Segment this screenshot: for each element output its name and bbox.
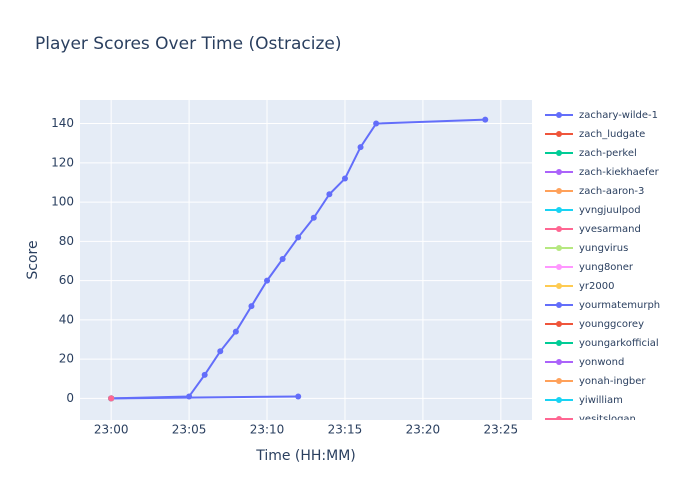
y-tick-label: 100 <box>51 195 74 209</box>
legend-label[interactable]: zachary-wilde-1 <box>579 110 658 121</box>
data-point <box>279 256 286 263</box>
x-axis-label: Time (HH:MM) <box>255 448 356 464</box>
legend-label[interactable]: yr2000 <box>579 281 614 292</box>
legend-label[interactable]: yiwilliam <box>579 395 623 406</box>
x-tick-label: 23:05 <box>172 423 207 437</box>
y-tick-label: 60 <box>59 273 74 287</box>
legend-label[interactable]: zach-kiekhaefer <box>579 167 660 178</box>
data-point <box>201 371 208 378</box>
data-point <box>310 214 317 221</box>
legend-marker[interactable] <box>556 188 562 194</box>
data-point <box>108 395 115 402</box>
legend-label[interactable]: zach-aaron-3 <box>579 186 644 197</box>
legend-label[interactable]: yung8oner <box>579 262 634 273</box>
data-point <box>295 393 302 400</box>
y-axis-label: Score <box>25 240 41 279</box>
legend-marker[interactable] <box>556 321 562 327</box>
legend-marker[interactable] <box>556 226 562 232</box>
legend-label[interactable]: yonwond <box>579 357 624 368</box>
legend-label[interactable]: yesitslogan <box>579 414 636 425</box>
legend-marker[interactable] <box>556 302 562 308</box>
data-point <box>295 234 302 241</box>
x-tick-label: 23:25 <box>484 423 519 437</box>
legend-label[interactable]: yourmatemurph <box>579 300 660 311</box>
legend-label[interactable]: yvesarmand <box>579 224 641 235</box>
plot-area <box>80 100 532 420</box>
data-point <box>264 277 271 284</box>
data-point <box>248 303 255 310</box>
legend-marker[interactable] <box>556 416 562 422</box>
data-point <box>341 175 348 182</box>
legend-marker[interactable] <box>556 283 562 289</box>
legend-marker[interactable] <box>556 150 562 156</box>
legend-marker[interactable] <box>556 131 562 137</box>
legend-marker[interactable] <box>556 397 562 403</box>
series-line <box>111 395 299 400</box>
legend-marker[interactable] <box>556 359 562 365</box>
grid <box>80 100 532 420</box>
legend-marker[interactable] <box>556 378 562 384</box>
legend-label[interactable]: youngarkofficial <box>579 338 659 349</box>
legend-marker[interactable] <box>556 169 562 175</box>
legend-label[interactable]: younggcorey <box>579 319 644 330</box>
x-tick-label: 23:10 <box>250 423 285 437</box>
data-point <box>373 120 380 127</box>
x-tick-label: 23:15 <box>328 423 363 437</box>
legend[interactable]: zachary-wilde-1 zach_ludgate zach-perkel za… <box>545 110 660 425</box>
y-tick-label: 120 <box>51 155 74 169</box>
data-point <box>482 116 489 123</box>
legend-marker[interactable] <box>556 264 562 270</box>
y-tick-label: 0 <box>66 391 74 405</box>
y-tick-label: 40 <box>59 312 74 326</box>
legend-label[interactable]: zach_ludgate <box>579 129 645 140</box>
data-point <box>217 348 224 355</box>
x-tick-label: 23:20 <box>406 423 441 437</box>
data-point <box>326 191 333 198</box>
data-point <box>232 328 239 335</box>
legend-marker[interactable] <box>556 112 562 118</box>
legend-marker[interactable] <box>556 245 562 251</box>
chart-title: Player Scores Over Time (Ostracize) <box>35 34 342 54</box>
legend-label[interactable]: yvngjuulpod <box>579 205 641 216</box>
y-tick-label: 140 <box>51 116 74 130</box>
legend-marker[interactable] <box>556 340 562 346</box>
legend-label[interactable]: yungvirus <box>579 243 628 254</box>
y-tick-label: 80 <box>59 234 74 248</box>
legend-label[interactable]: yonah-ingber <box>579 376 646 387</box>
y-tick-label: 20 <box>59 352 74 366</box>
legend-label[interactable]: zach-perkel <box>579 148 637 159</box>
data-point <box>357 144 364 151</box>
x-tick-label: 23:00 <box>94 423 129 437</box>
legend-marker[interactable] <box>556 207 562 213</box>
plot <box>108 116 489 402</box>
